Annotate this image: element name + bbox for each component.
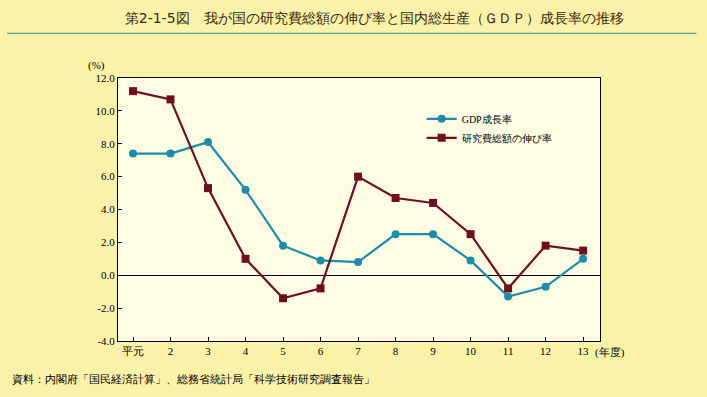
svg-text:6: 6 — [318, 345, 324, 357]
svg-text:(%): (%) — [88, 59, 105, 72]
svg-text:5: 5 — [280, 345, 286, 357]
svg-text:4: 4 — [243, 345, 249, 357]
svg-text:6.0: 6.0 — [101, 170, 115, 182]
svg-text:12.0: 12.0 — [96, 72, 116, 84]
svg-text:8.0: 8.0 — [101, 138, 115, 150]
svg-text:3: 3 — [205, 345, 211, 357]
svg-text:2: 2 — [168, 345, 174, 357]
svg-text:12: 12 — [540, 345, 551, 357]
svg-text:10: 10 — [465, 345, 477, 357]
svg-text:4.0: 4.0 — [101, 203, 115, 215]
svg-text:9: 9 — [430, 345, 436, 357]
svg-text:平元: 平元 — [122, 345, 144, 357]
svg-text:-2.0: -2.0 — [97, 302, 115, 314]
svg-text:10.0: 10.0 — [96, 105, 116, 117]
svg-text:11: 11 — [503, 345, 514, 357]
svg-text:GDP成長率: GDP成長率 — [462, 114, 512, 125]
svg-text:(年度): (年度) — [595, 346, 625, 359]
svg-text:第2-1-5図 我が国の研究費総額の伸び率と国内総生産（ＧＤ: 第2-1-5図 我が国の研究費総額の伸び率と国内総生産（ＧＤＰ）成長率の推移 — [125, 10, 624, 26]
svg-text:資料：内閣府「国民経済計算」、総務省統計局「科学技術研究調査: 資料：内閣府「国民経済計算」、総務省統計局「科学技術研究調査報告」 — [12, 373, 375, 386]
svg-text:-4.0: -4.0 — [97, 335, 115, 347]
svg-text:2.0: 2.0 — [101, 236, 115, 248]
svg-text:研究費総額の伸び率: 研究費総額の伸び率 — [462, 133, 552, 144]
svg-text:0.0: 0.0 — [101, 269, 115, 281]
svg-text:8: 8 — [393, 345, 399, 357]
svg-text:7: 7 — [355, 345, 361, 357]
svg-text:13: 13 — [578, 345, 590, 357]
